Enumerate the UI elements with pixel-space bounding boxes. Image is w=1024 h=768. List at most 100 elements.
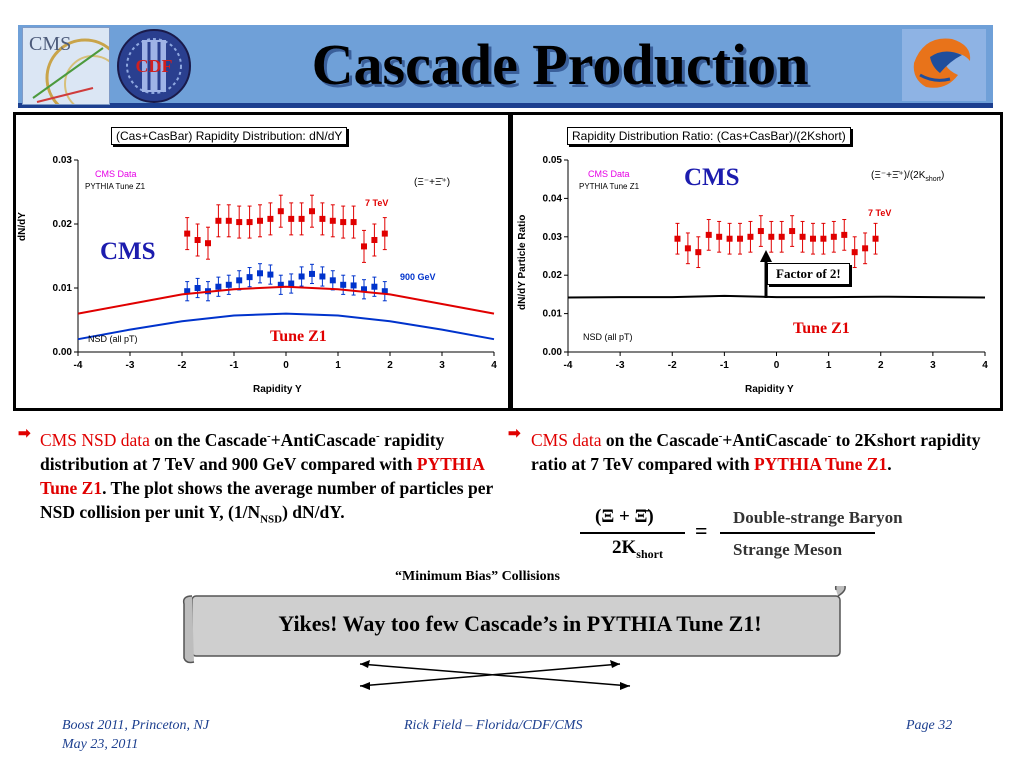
data-point — [236, 277, 243, 284]
data-point — [298, 215, 305, 222]
scroll-graphic — [182, 586, 846, 690]
x-tick-label: 4 — [982, 360, 988, 371]
data-point — [830, 233, 837, 240]
data-point — [277, 208, 284, 215]
x-tick-label: 1 — [335, 360, 341, 371]
data-point — [361, 243, 367, 250]
model-curve — [77, 312, 495, 341]
left-x-axis-label: Rapidity Y — [253, 384, 302, 395]
y-tick-label: 0.02 — [53, 219, 73, 230]
x-tick-label: 4 — [491, 360, 497, 371]
right-bullet-text: CMS data on the Cascade-+AntiCascade- to… — [531, 429, 981, 474]
y-tick-label: 0.04 — [543, 193, 563, 204]
data-point — [257, 217, 263, 224]
svg-text:CMS: CMS — [29, 33, 71, 55]
data-point — [215, 283, 222, 290]
data-point — [809, 235, 816, 242]
data-point — [757, 228, 764, 235]
left-y-axis-label: dN/dY — [17, 212, 28, 241]
x-tick-label: 3 — [439, 360, 445, 371]
data-point — [309, 270, 315, 277]
data-point — [350, 282, 357, 289]
data-point — [267, 271, 274, 278]
x-tick-label: 2 — [387, 360, 393, 371]
svg-text:CDF: CDF — [136, 56, 173, 76]
x-tick-label: -3 — [126, 360, 135, 371]
slide-title: Cascade Production — [311, 32, 809, 97]
right-legend-pythia: PYTHIA Tune Z1 — [579, 182, 640, 191]
left-legend-pythia: PYTHIA Tune Z1 — [85, 182, 146, 191]
right-legend-cms-data: CMS Data — [588, 169, 630, 179]
left-legend-cms-data: CMS Data — [95, 169, 137, 179]
y-tick-label: 0.01 — [543, 309, 563, 320]
data-point — [194, 285, 201, 291]
cdf-logo: CDF — [112, 28, 198, 104]
right-cms-label: CMS — [684, 164, 740, 191]
bullet-arrow-icon: ➡ — [18, 426, 31, 442]
x-tick-label: 1 — [826, 360, 832, 371]
data-point — [737, 235, 744, 242]
right-plot-canvas: 0.05 0.04 0.03 0.02 0.01 0.00-4 -3 -2 -1 0 1 2 3 4 — [543, 155, 989, 371]
data-point — [726, 235, 733, 242]
data-point — [288, 280, 295, 287]
data-point — [267, 215, 274, 222]
data-point — [309, 208, 315, 215]
data-point — [184, 288, 191, 295]
bullet-arrow-icon: ➡ — [508, 426, 521, 442]
data-point — [705, 231, 712, 238]
data-point — [778, 233, 785, 240]
y-tick-label: 0.02 — [543, 270, 563, 281]
data-point — [841, 231, 848, 238]
x-tick-label: 3 — [930, 360, 936, 371]
right-y-axis-label: dN/dY Particle Ratio — [517, 214, 528, 310]
data-point — [371, 237, 378, 243]
data-point — [820, 235, 827, 242]
right-7tev-label: 7 TeV — [868, 208, 892, 218]
x-tick-label: -2 — [668, 360, 677, 371]
left-900gev-label: 900 GeV — [400, 272, 436, 282]
y-tick-label: 0.00 — [53, 347, 73, 358]
data-point — [799, 233, 806, 240]
left-plot-canvas: 0.03 0.02 0.01 0.00-4 -3 -2 -1 0 1 2 3 4 — [53, 155, 498, 371]
data-point — [381, 230, 388, 237]
data-point — [747, 233, 754, 240]
x-tick-label: -1 — [720, 360, 729, 371]
y-tick-label: 0.03 — [543, 232, 563, 243]
data-point — [789, 228, 796, 235]
data-point — [277, 281, 284, 288]
left-nsd-label: NSD (all pT) — [88, 334, 138, 344]
data-point — [246, 219, 253, 226]
formula-equals: = — [695, 518, 708, 543]
data-point — [381, 288, 388, 295]
data-point — [329, 277, 336, 284]
data-point — [215, 217, 222, 224]
data-point — [674, 235, 681, 242]
data-point — [361, 286, 367, 293]
data-point — [872, 235, 879, 242]
left-plot-panel — [13, 112, 511, 411]
x-tick-label: 2 — [878, 360, 884, 371]
y-tick-label: 0.05 — [543, 155, 563, 166]
data-point — [371, 283, 378, 290]
x-tick-label: 0 — [774, 360, 780, 371]
minimum-bias-label: “Minimum Bias” Collisions — [395, 569, 560, 584]
data-point — [298, 273, 305, 280]
data-point — [716, 233, 723, 240]
cms-logo: CMS — [22, 27, 125, 118]
right-tune-label: Tune Z1 — [793, 320, 850, 337]
x-tick-label: -3 — [616, 360, 625, 371]
data-point — [851, 249, 858, 256]
factor-arrow-icon — [760, 250, 772, 298]
formula-rhs-top: Double-strange Baryon — [733, 508, 903, 527]
data-point — [236, 219, 243, 226]
x-tick-label: -2 — [178, 360, 187, 371]
footer-date: May 23, 2011 — [62, 737, 139, 752]
formula-fraction-line — [580, 532, 685, 534]
data-point — [340, 219, 347, 226]
x-tick-label: -4 — [74, 360, 83, 371]
footer-page-number: Page 32 — [906, 718, 953, 733]
left-plot-title: (Cas+CasBar) Rapidity Distribution: dN/d… — [111, 127, 348, 145]
data-point — [695, 249, 702, 256]
formula-numerator: (Ξ + Ξ̄) — [595, 506, 654, 527]
data-point — [257, 270, 263, 277]
